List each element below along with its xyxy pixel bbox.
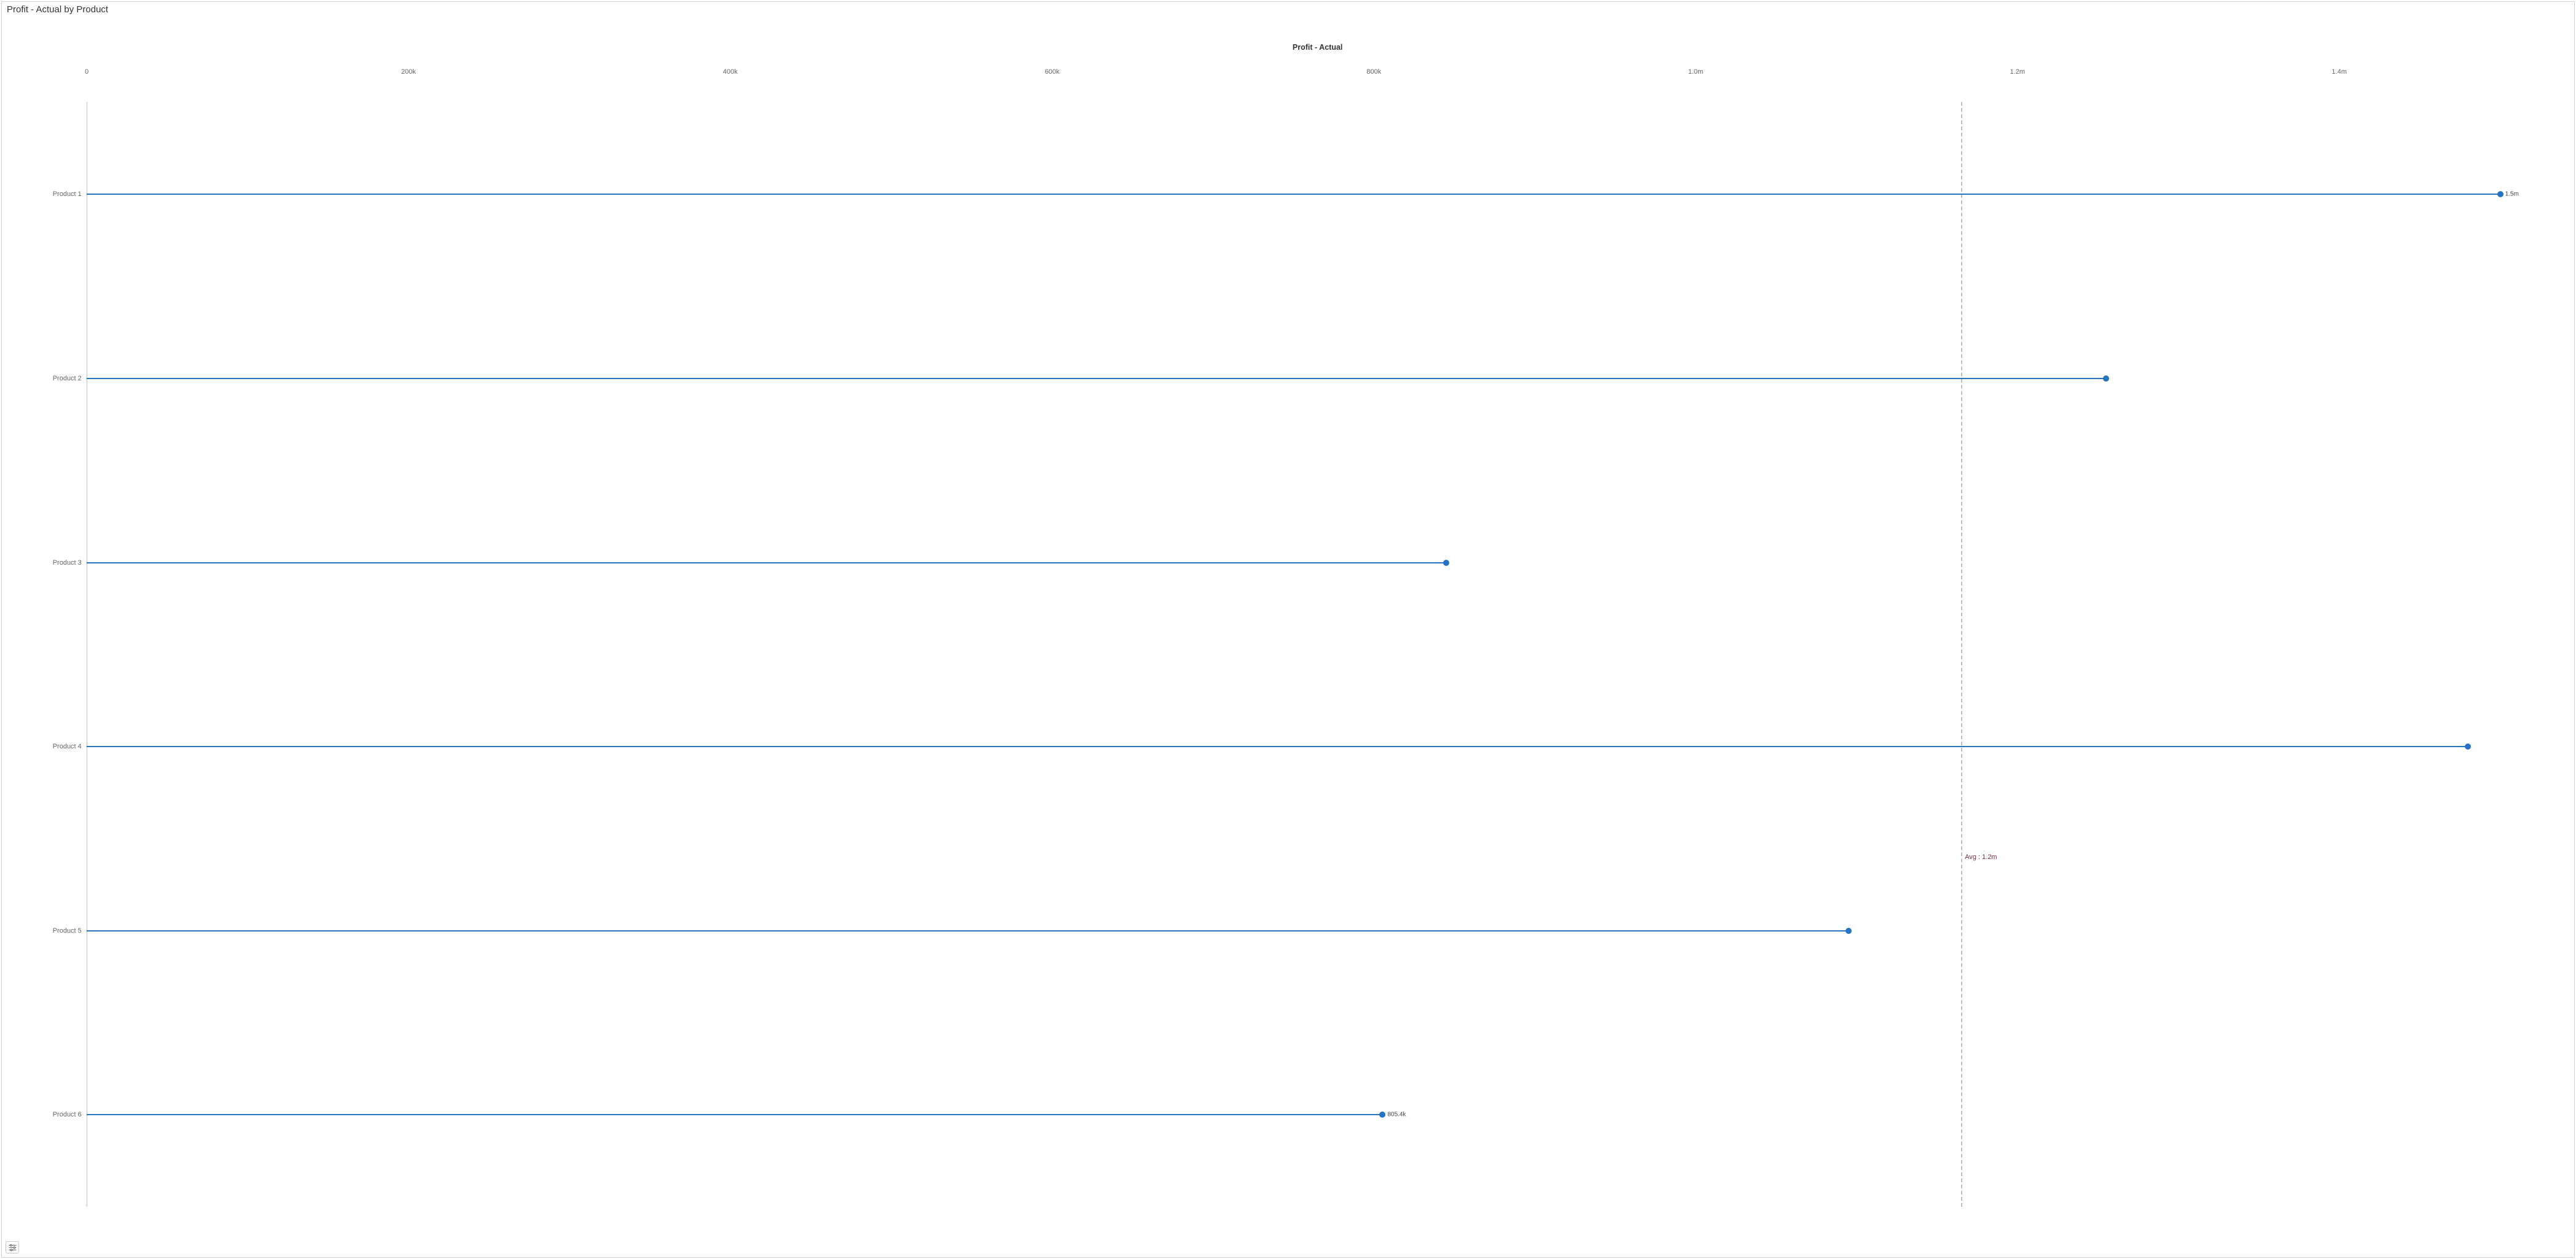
lollipop-head[interactable] xyxy=(2465,743,2471,750)
x-tick-label: 400k xyxy=(723,68,738,76)
y-tick-label: Product 4 xyxy=(53,743,82,750)
x-tick-label: 800k xyxy=(1366,68,1381,76)
lollipop-stem xyxy=(87,194,2500,195)
lollipop-head[interactable] xyxy=(1443,560,1449,566)
average-reference-label: Avg : 1.2m xyxy=(1965,853,1997,861)
lollipop-stem xyxy=(87,1114,1382,1115)
lollipop-head[interactable] xyxy=(2103,375,2109,382)
x-tick-label: 600k xyxy=(1045,68,1060,76)
x-tick-label: 0 xyxy=(85,68,88,76)
average-reference-line xyxy=(1961,102,1962,1207)
y-tick-label: Product 6 xyxy=(53,1111,82,1118)
plot-area: Avg : 1.2m 1.5m 805.4k xyxy=(87,102,2548,1207)
x-axis-title: Profit - Actual xyxy=(1293,43,1342,52)
lollipop-stem xyxy=(87,562,1446,563)
chart-options-button[interactable] xyxy=(6,1241,19,1253)
settings-sliders-icon xyxy=(9,1244,17,1252)
x-tick-label: 1.0m xyxy=(1688,68,1703,76)
lollipop-head[interactable] xyxy=(1846,928,1852,934)
y-tick-label: Product 3 xyxy=(53,559,82,567)
y-tick-label: Product 1 xyxy=(53,190,82,198)
lollipop-head[interactable] xyxy=(1379,1112,1385,1118)
x-tick-label: 200k xyxy=(401,68,416,76)
lollipop-stem xyxy=(87,378,2106,379)
data-label: 1.5m xyxy=(2505,191,2519,198)
lollipop-stem xyxy=(87,930,1849,932)
lollipop-head[interactable] xyxy=(2497,191,2504,197)
y-tick-label: Product 2 xyxy=(53,375,82,382)
x-tick-label: 1.2m xyxy=(2010,68,2025,76)
data-label: 805.4k xyxy=(1387,1112,1406,1118)
chart-title: Profit - Actual by Product xyxy=(7,4,108,15)
y-tick-label: Product 5 xyxy=(53,927,82,935)
chart-frame: Profit - Actual by Product Avg : 1.2m 1.5… xyxy=(1,1,2575,1258)
lollipop-stem xyxy=(87,746,2468,747)
x-tick-label: 1.4m xyxy=(2331,68,2346,76)
